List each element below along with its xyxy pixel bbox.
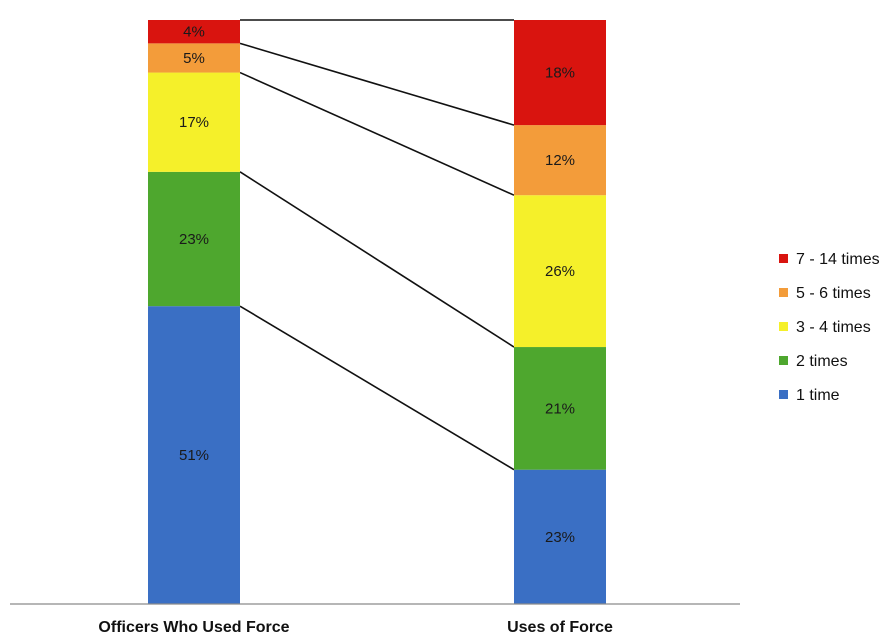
bar-5-6-times-1	[514, 125, 606, 196]
connector-line	[239, 71, 515, 196]
legend-label: 3 - 4 times	[796, 319, 871, 336]
legend-swatch	[779, 288, 788, 297]
legend: 7 - 14 times 5 - 6 times 3 - 4 times 2 time…	[779, 251, 880, 404]
data-label: 21%	[545, 400, 575, 417]
bar-5-6-times-0	[148, 43, 240, 73]
bar-7-14-times-1	[514, 20, 606, 126]
connector-lines	[239, 19, 515, 471]
data-label: 18%	[545, 65, 575, 82]
connector-line	[239, 42, 515, 126]
legend-swatch	[779, 254, 788, 263]
segment-labels: 51% 23% 17% 5% 4% 23% 21% 26% 12% 18%	[179, 24, 575, 546]
legend-swatch	[779, 390, 788, 399]
data-label: 51%	[179, 447, 209, 464]
category-label: Officers Who Used Force	[98, 619, 289, 636]
connector-line	[239, 305, 515, 471]
data-label: 23%	[179, 231, 209, 248]
legend-swatch	[779, 322, 788, 331]
legend-label: 5 - 6 times	[796, 285, 871, 302]
data-label: 4%	[183, 24, 205, 41]
category-label: Uses of Force	[507, 619, 613, 636]
category-labels: Officers Who Used Force Uses of Force	[98, 619, 613, 636]
data-label: 17%	[179, 114, 209, 131]
data-label: 5%	[183, 50, 205, 67]
legend-label: 7 - 14 times	[796, 251, 880, 268]
bars	[148, 20, 606, 604]
legend-label: 2 times	[796, 353, 848, 370]
bar-3-4-times-1	[514, 195, 606, 348]
data-label: 26%	[545, 263, 575, 280]
legend-label: 1 time	[796, 387, 840, 404]
bar-1-time-1	[514, 469, 606, 604]
bar-1-time-0	[148, 306, 240, 604]
connector-line	[239, 171, 515, 348]
bar-2-times-0	[148, 171, 240, 307]
data-label: 12%	[545, 152, 575, 169]
bar-2-times-1	[514, 347, 606, 470]
legend-swatch	[779, 356, 788, 365]
bar-7-14-times-0	[148, 20, 240, 44]
data-label: 23%	[545, 529, 575, 546]
bar-3-4-times-0	[148, 72, 240, 172]
